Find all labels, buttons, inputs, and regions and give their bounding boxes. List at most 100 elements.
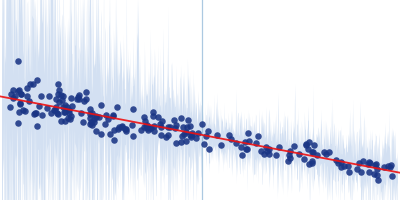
Point [157,133,164,136]
Point [123,127,129,130]
Point [305,147,312,150]
Point [374,174,381,177]
Point [243,147,249,150]
Point [263,146,269,149]
Point [38,95,44,98]
Point [96,115,103,119]
Point [258,149,265,152]
Point [116,125,122,129]
Point [218,143,224,146]
Point [110,113,116,117]
Point [356,161,363,164]
Point [64,105,70,108]
Point [332,158,339,161]
Point [142,125,149,128]
Point [114,127,121,130]
Point [323,152,329,156]
Point [193,136,200,140]
Point [86,112,93,116]
Point [130,108,136,111]
Point [194,131,201,134]
Point [17,92,24,95]
Point [334,161,341,164]
Point [386,165,393,168]
Point [255,135,262,138]
Point [76,93,82,96]
Point [110,115,116,118]
Point [158,125,164,128]
Point [309,150,315,153]
Point [285,159,291,163]
Point [123,129,130,132]
Point [276,146,282,149]
Point [80,121,86,124]
Point [314,153,320,157]
Point [238,145,244,148]
Point [89,111,96,114]
Point [87,108,93,111]
Point [50,108,57,112]
Point [246,140,252,143]
Point [296,153,302,156]
Point [183,139,190,142]
Point [344,165,351,168]
Point [325,151,332,154]
Point [341,164,348,168]
Point [167,126,174,129]
Point [163,136,170,139]
Point [178,135,185,138]
Point [98,104,105,107]
Point [14,90,21,93]
Point [17,102,24,105]
Point [48,112,54,115]
Point [129,124,135,127]
Point [187,133,193,136]
Point [58,120,64,123]
Point [102,123,108,126]
Point [154,115,161,119]
Point [158,119,165,123]
Point [97,133,104,136]
Point [367,161,373,164]
Point [82,90,89,94]
Point [91,121,98,124]
Point [14,60,21,63]
Point [354,167,360,171]
Point [59,105,66,109]
Point [31,112,37,116]
Point [373,162,380,166]
Point [180,125,187,128]
Point [114,105,120,108]
Point [62,104,69,107]
Point [24,86,30,90]
Point [74,95,81,99]
Point [8,93,14,96]
Point [16,88,22,91]
Point [372,163,378,167]
Point [53,97,59,100]
Point [242,141,249,144]
Point [144,126,151,129]
Point [65,112,72,115]
Point [244,147,251,151]
Point [306,141,312,144]
Point [184,125,190,128]
Point [119,125,125,128]
Point [16,111,22,114]
Point [58,94,64,97]
Point [62,110,68,113]
Point [203,135,209,138]
Point [144,124,150,127]
Point [266,153,273,156]
Point [52,109,58,112]
Point [150,110,156,113]
Point [309,159,315,163]
Point [187,125,194,128]
Point [61,111,67,114]
Point [53,105,60,108]
Point [87,116,93,120]
Point [30,82,36,85]
Point [105,117,111,120]
Point [260,153,267,156]
Point [287,157,294,160]
